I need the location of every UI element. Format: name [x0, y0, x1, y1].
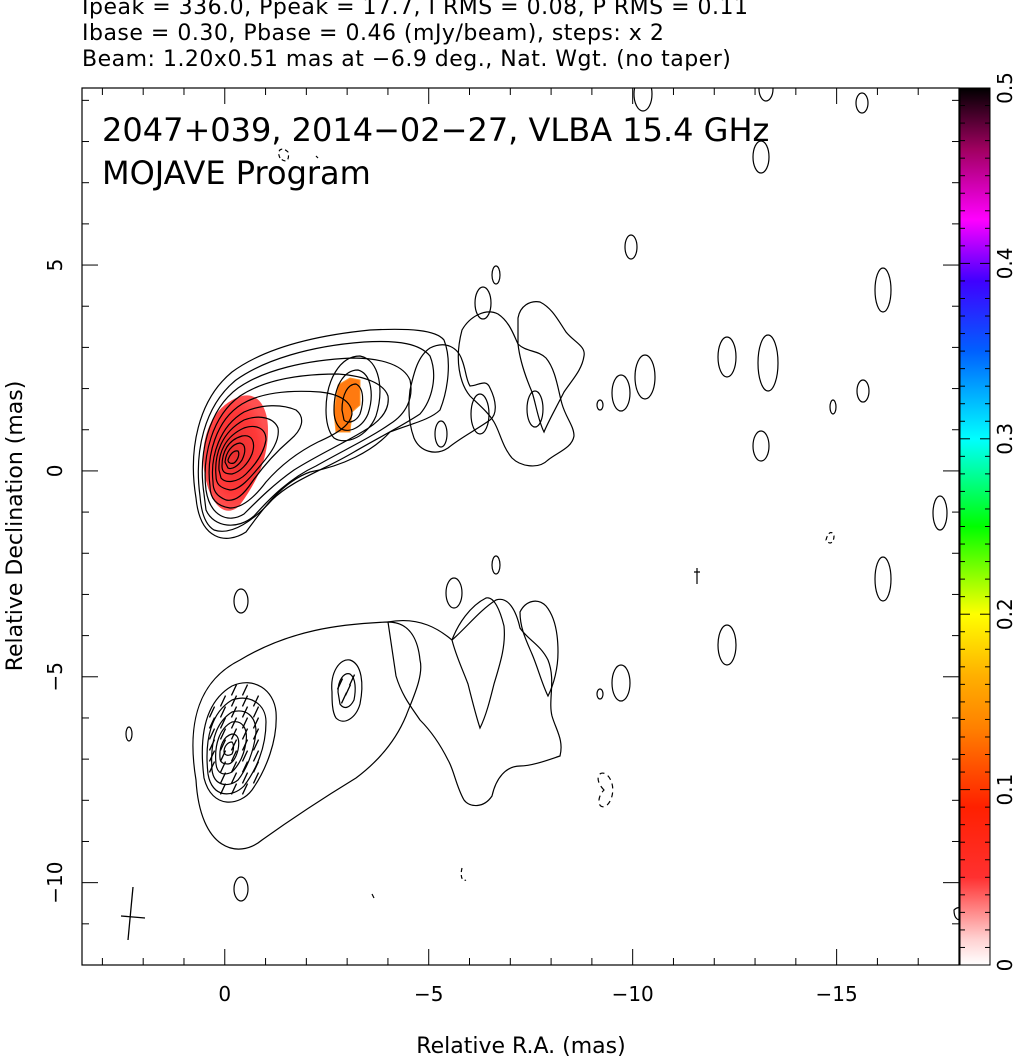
- evpa-vector: [230, 750, 238, 762]
- evpa-vector: [241, 684, 249, 696]
- evpa-vector: [241, 772, 249, 784]
- evpa-vector: [208, 706, 216, 718]
- x-tick-label: −15: [816, 982, 858, 1006]
- evpa-vector: [252, 772, 260, 784]
- evpa-vector: [230, 728, 238, 740]
- evpa-vector: [241, 695, 249, 707]
- axis-tick-labels: 0 −5 −10 −15 5 0 −5 −10: [43, 259, 858, 1006]
- evpa-vector: [208, 717, 216, 729]
- evpa-vector: [219, 706, 227, 718]
- evpa-vector: [230, 684, 238, 696]
- colorbar-tick-label: 0: [993, 959, 1017, 972]
- evpa-vector: [340, 692, 348, 704]
- evpa-vector: [219, 783, 227, 795]
- evpa-vectors: [208, 674, 356, 795]
- fracpol-core-region: [203, 395, 268, 511]
- x-axis-title: Relative R.A. (mas): [416, 1034, 625, 1059]
- source-label: 2047+039, 2014−02−27, VLBA 15.4 GHz: [102, 111, 769, 149]
- evpa-vector: [241, 761, 249, 773]
- evpa-vector: [252, 728, 260, 740]
- plot-frame: [81, 87, 960, 966]
- evpa-vector: [219, 717, 227, 729]
- evpa-vector: [348, 674, 356, 686]
- header-line-1: Ipeak = 336.0, Ppeak = 17.7, I RMS = 0.0…: [82, 0, 749, 20]
- intensity-contours-upper: [192, 88, 948, 544]
- evpa-vector: [336, 678, 344, 690]
- y-tick-label: −10: [43, 862, 67, 904]
- evpa-vector: [230, 772, 238, 784]
- colorbar-tick-label: 0.3: [993, 423, 1017, 455]
- evpa-vector: [208, 739, 216, 751]
- evpa-vector: [230, 717, 238, 729]
- evpa-vector: [219, 728, 227, 740]
- evpa-vector: [219, 695, 227, 707]
- header-line-2: Ibase = 0.30, Pbase = 0.46 (mJy/beam), s…: [82, 21, 665, 46]
- program-label: MOJAVE Program: [102, 154, 371, 192]
- intensity-contours-lower: [125, 555, 959, 921]
- evpa-vector: [230, 739, 238, 751]
- y-tick-label: −5: [43, 662, 67, 691]
- map-content: [120, 88, 959, 941]
- evpa-vector: [230, 706, 238, 718]
- colorbar-tick-labels: 0 0.1 0.2 0.3 0.4 0.5: [993, 72, 1017, 971]
- evpa-vector: [230, 783, 238, 795]
- colorbar-ticks: [960, 87, 990, 966]
- colorbar-tick-label: 0.4: [993, 247, 1017, 279]
- colorbar-tick-label: 0.1: [993, 774, 1017, 806]
- evpa-vector: [230, 695, 238, 707]
- evpa-vector: [241, 750, 249, 762]
- evpa-vector: [241, 783, 249, 795]
- y-tick-label: 5: [43, 259, 67, 272]
- evpa-vector: [241, 706, 249, 718]
- evpa-vector: [219, 761, 227, 773]
- header-line-3: Beam: 1.20x0.51 mas at −6.9 deg., Nat. W…: [82, 47, 732, 72]
- evpa-vector: [252, 750, 260, 762]
- evpa-vector: [252, 761, 260, 773]
- evpa-vector: [208, 761, 216, 773]
- evpa-vector: [219, 739, 227, 751]
- beam-symbol: [120, 886, 146, 941]
- evpa-vector: [241, 728, 249, 740]
- x-tick-label: 0: [218, 982, 231, 1006]
- evpa-vector: [230, 761, 238, 773]
- evpa-vector: [252, 695, 260, 707]
- axis-ticks: [82, 88, 960, 966]
- evpa-vector: [241, 739, 249, 751]
- evpa-vector: [208, 728, 216, 740]
- evpa-vector: [219, 772, 227, 784]
- x-tick-label: −5: [414, 982, 443, 1006]
- x-tick-label: −10: [612, 982, 654, 1006]
- y-axis-title: Relative Declination (mas): [3, 381, 28, 672]
- evpa-vector: [241, 717, 249, 729]
- evpa-vector: [219, 750, 227, 762]
- evpa-vector: [252, 717, 260, 729]
- y-tick-label: 0: [43, 465, 67, 478]
- colorbar-tick-label: 0.5: [993, 72, 1017, 104]
- colorbar-tick-label: 0.2: [993, 598, 1017, 630]
- evpa-vector: [208, 750, 216, 762]
- evpa-vector: [252, 706, 260, 718]
- evpa-vector: [252, 739, 260, 751]
